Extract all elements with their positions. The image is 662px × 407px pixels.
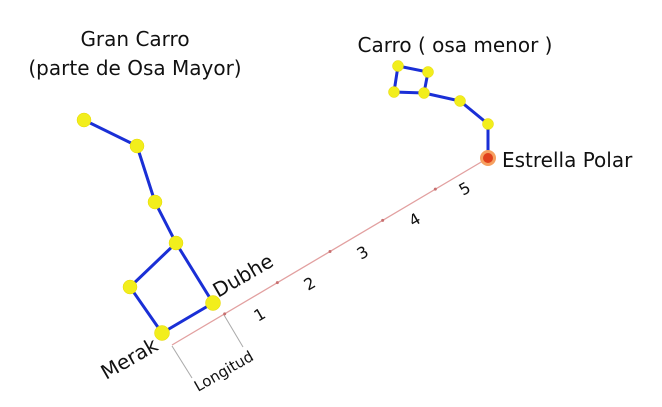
star	[129, 138, 145, 154]
scale-tick	[328, 250, 332, 253]
star	[418, 87, 430, 99]
scale-number-2: 2	[301, 273, 319, 295]
polaris-label: Estrella Polar	[502, 148, 633, 172]
star-merak	[154, 325, 170, 341]
scale-number-1: 1	[251, 304, 269, 326]
star	[147, 194, 163, 210]
big-dipper	[83, 118, 216, 335]
star-polaris	[483, 153, 493, 163]
length-bracket-left	[171, 345, 193, 379]
scale-number-4: 4	[406, 209, 424, 231]
star	[388, 86, 400, 98]
length-bracket-right	[223, 314, 244, 348]
star	[482, 118, 494, 130]
scale-number-5: 5	[456, 178, 474, 200]
little-dipper-title: Carro ( osa menor )	[358, 33, 553, 57]
length-label: Longitud	[191, 347, 257, 395]
star	[168, 235, 184, 251]
scale-tick	[381, 218, 385, 222]
scale-number-3: 3	[354, 242, 372, 264]
scale-tick	[275, 281, 279, 285]
merak-label: Merak	[97, 333, 163, 385]
dubhe-label: Dubhe	[209, 249, 278, 303]
big-dipper-lines	[83, 118, 216, 335]
star	[122, 279, 138, 295]
big-dipper-title-1: Gran Carro	[80, 27, 189, 51]
star	[454, 95, 466, 107]
star-dubhe	[205, 295, 221, 311]
star	[76, 112, 92, 128]
star	[422, 66, 434, 78]
big-dipper-title-2: (parte de Osa Mayor)	[28, 56, 241, 80]
star	[392, 60, 404, 72]
scale-tick	[223, 312, 227, 316]
little-dipper-handle	[423, 91, 490, 158]
scale-tick	[433, 187, 437, 191]
